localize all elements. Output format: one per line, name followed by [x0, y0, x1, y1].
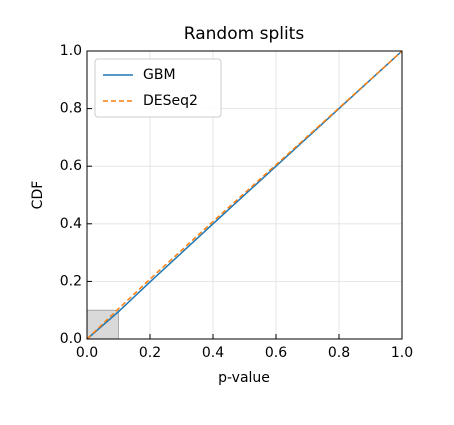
x-axis-label: p-value [218, 370, 270, 386]
y-tick-label: 0.4 [60, 216, 82, 232]
y-axis-label: CDF [30, 181, 46, 210]
x-tick-label: 0.4 [202, 345, 224, 361]
legend-label: GBM [143, 67, 176, 83]
plot-frame [86, 50, 403, 340]
line [86, 50, 403, 340]
y-tick-label: 0.8 [60, 101, 82, 117]
legend-box [94, 58, 222, 118]
x-tick-label: 1.0 [391, 345, 413, 361]
y-tick-label: 0.0 [60, 331, 82, 347]
line [86, 50, 403, 340]
x-tick-label: 0.6 [265, 345, 287, 361]
y-tick-label: 1.0 [60, 43, 82, 59]
legend-label: DESeq2 [143, 93, 198, 109]
x-tick-label: 0.2 [139, 345, 161, 361]
y-tick-label: 0.2 [60, 273, 82, 289]
y-tick-label: 0.6 [60, 158, 82, 174]
x-tick-label: 0.8 [328, 345, 350, 361]
chart-title: Random splits [184, 24, 305, 44]
x-tick-label: 0.0 [76, 345, 98, 361]
